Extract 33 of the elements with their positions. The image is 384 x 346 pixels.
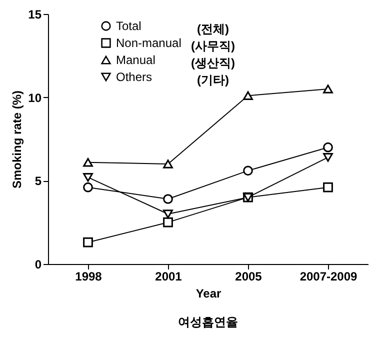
point: [243, 91, 253, 100]
text: 여성흡연율: [178, 315, 238, 329]
legend-label: Others: [116, 70, 152, 84]
point: [323, 182, 333, 192]
annotation: (기타): [197, 73, 229, 87]
point: [323, 142, 333, 152]
annotation: (사무직): [191, 39, 235, 53]
point: [323, 84, 333, 94]
y-tick-label: 15: [28, 8, 42, 22]
y-tick-label: 5: [34, 174, 42, 188]
x-tick-label: 2007-2009: [300, 270, 358, 284]
point: [163, 194, 173, 204]
x-tick-label: 2001: [155, 270, 182, 284]
annotation: (전체): [197, 22, 229, 36]
point: [83, 182, 93, 192]
legend-label: Manual: [116, 53, 156, 67]
y-axis-title: Smoking rate (%): [10, 90, 24, 189]
point: [163, 160, 173, 168]
point: [163, 210, 173, 218]
annotation: (생산직): [191, 56, 235, 70]
legend-label: Non-manual: [116, 36, 182, 50]
point: [323, 152, 333, 162]
y-tick-label: 0: [34, 258, 42, 272]
y-tick-label: 10: [28, 90, 42, 105]
legend-label: Total: [116, 19, 142, 33]
point: [83, 158, 93, 167]
x-tick-label: 2005: [235, 270, 262, 284]
x-tick-label: 1998: [75, 270, 102, 284]
point: [163, 217, 173, 228]
x-axis-title: Year: [196, 286, 222, 300]
point: [243, 166, 253, 176]
point: [83, 172, 93, 182]
point: [83, 237, 93, 248]
